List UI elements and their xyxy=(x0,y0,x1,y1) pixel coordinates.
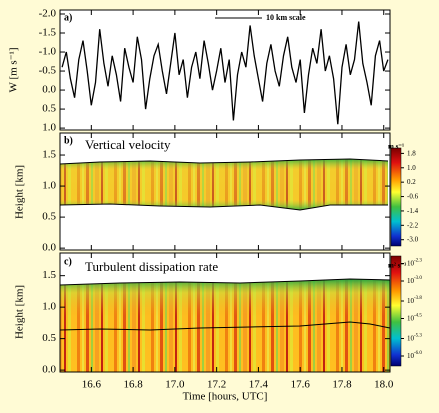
y-tick-label: 1.5 xyxy=(42,149,56,161)
colorbar-tick-label: -1.4 xyxy=(407,207,419,215)
colorbar-tick-text: -1.4 xyxy=(407,207,419,215)
colorbar-tick-label: -3.0 xyxy=(407,235,419,243)
colorbar-tick-label: 0.2 xyxy=(407,178,416,186)
colorbar-tick-text: -3.0 xyxy=(407,235,419,243)
y-tick-label: 0.0 xyxy=(42,84,56,96)
x-tick-label: 17.6 xyxy=(291,379,311,391)
colorbar-tick-label: 10-4.5 xyxy=(407,314,422,322)
colorbar-tick-base: 10 xyxy=(407,314,415,322)
x-tick-label: 17.2 xyxy=(207,379,226,391)
colorbar-units: m s⁻¹ xyxy=(388,143,404,151)
heatmap-shade xyxy=(60,279,390,372)
y-tick-label: -1.0 xyxy=(39,46,57,58)
colorbar-tick-label: 10-6.0 xyxy=(407,351,422,359)
colorbar-tick-base: 10 xyxy=(407,297,415,305)
x-axis-label: Time [hours, UTC] xyxy=(183,391,268,403)
x-tick-label: 18.0 xyxy=(374,379,394,391)
plot-frame xyxy=(59,132,391,251)
colorbar-tick-label: 10-2.3 xyxy=(407,259,422,267)
colorbar-tick-label: 1.8 xyxy=(407,149,416,157)
y-tick-label: 1.0 xyxy=(42,180,56,192)
y-tick-label: 0.0 xyxy=(42,242,56,254)
plot-frame xyxy=(59,9,391,131)
x-tick-label: 16.8 xyxy=(123,379,143,391)
y-tick-label: -2.0 xyxy=(39,8,57,20)
colorbar-tick-exponent: -5.3 xyxy=(414,334,422,339)
colorbar-tick-label: 1.0 xyxy=(407,163,416,171)
panel-label: b) xyxy=(64,135,73,146)
y-tick-label: -1.5 xyxy=(39,27,57,39)
panel-title: Vertical velocity xyxy=(85,137,171,152)
colorbar-tick-text: 1.0 xyxy=(407,163,416,171)
colorbar-tick-exponent: -2.3 xyxy=(414,259,422,264)
y-tick-label: 1.5 xyxy=(42,269,56,281)
colorbar xyxy=(390,147,402,247)
colorbar-tick-text: 0.2 xyxy=(407,178,416,186)
heatmap-shade xyxy=(60,159,388,210)
colorbar-tick-label: -2.2 xyxy=(407,221,419,229)
y-axis-label: W [m s⁻¹] xyxy=(8,48,20,93)
colorbar-tick-base: 10 xyxy=(407,334,415,342)
colorbar-tick-base: 10 xyxy=(407,259,415,267)
y-axis-label: Height [km] xyxy=(14,165,26,219)
cloud-top xyxy=(59,158,389,165)
panel-label: c) xyxy=(64,256,72,267)
w-line xyxy=(62,22,388,125)
panel-label: a) xyxy=(64,12,72,23)
panel-title: Turbulent dissipation rate xyxy=(85,259,218,274)
x-tick-label: 17.8 xyxy=(332,379,352,391)
plot-frame xyxy=(59,252,391,373)
y-tick-label: -0.5 xyxy=(39,65,57,77)
colorbar-tick-exponent: -4.5 xyxy=(414,314,422,319)
colorbar-tick-text: 1.8 xyxy=(407,149,416,157)
colorbar-units: m² s⁻³ xyxy=(388,262,406,270)
x-tick-label: 16.6 xyxy=(82,379,102,391)
y-tick-label: 0.0 xyxy=(42,364,56,376)
colorbar-tick-exponent: -3.8 xyxy=(414,296,422,301)
x-tick-label: 17.4 xyxy=(249,379,269,391)
colorbar-tick-label: 10-3.8 xyxy=(407,296,422,304)
colorbar-tick-exponent: -3.0 xyxy=(414,276,422,281)
colorbar-tick-text: -0.6 xyxy=(407,192,419,200)
colorbar-tick-exponent: -6.0 xyxy=(414,351,422,356)
y-tick-label: 0.5 xyxy=(42,103,56,115)
colorbar-tick-label: 10-3.0 xyxy=(407,276,422,284)
y-tick-label: 0.5 xyxy=(42,332,56,344)
colorbar-tick-label: 10-5.3 xyxy=(407,334,422,342)
y-axis-label: Height [km] xyxy=(14,285,26,339)
colorbar-tick-label: -0.6 xyxy=(407,192,419,200)
colorbar xyxy=(390,255,402,367)
y-tick-label: 1.0 xyxy=(42,301,56,313)
colorbar-tick-base: 10 xyxy=(407,352,415,360)
plot-area xyxy=(60,10,390,130)
y-tick-label: 1.0 xyxy=(42,122,56,134)
colorbar-tick-text: -2.2 xyxy=(407,221,419,229)
cloud-base xyxy=(59,321,391,331)
y-tick-label: 0.5 xyxy=(42,211,56,223)
colorbar-tick-base: 10 xyxy=(407,277,415,285)
x-tick-label: 17.0 xyxy=(165,379,185,391)
cloud-base xyxy=(59,203,388,211)
cloud-top xyxy=(59,278,391,286)
annotation: 10 km scale xyxy=(266,13,306,22)
